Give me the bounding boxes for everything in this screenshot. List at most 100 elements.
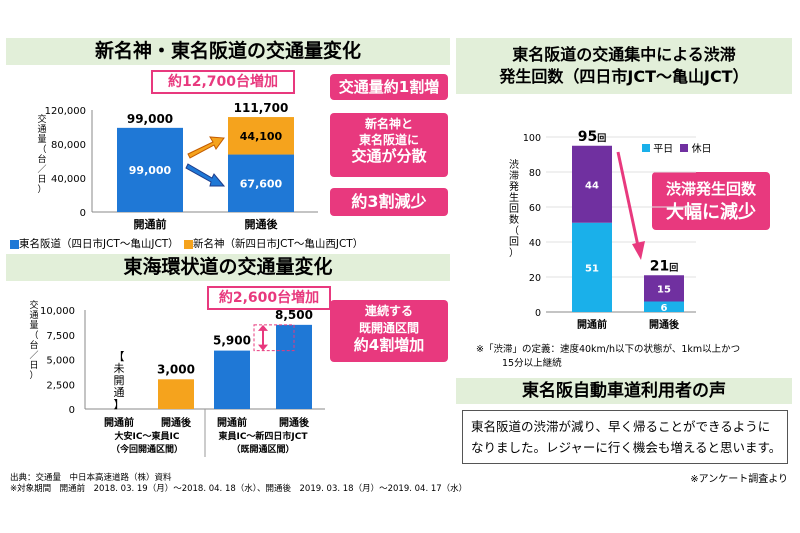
chart2-value-label: 8,500 <box>275 308 313 322</box>
chart2-ylabel-char-1: 通 <box>29 310 38 321</box>
chart2-ytick-label: 5,000 <box>46 356 75 367</box>
panel3-title: 東名阪道の交通集中による渋滞 発生回数（四日市JCT〜亀山JCT） <box>456 38 792 94</box>
chart2-ylabel-char-4: 台 <box>29 339 38 351</box>
panel3-note-line2: 15分以上継続 <box>502 358 562 369</box>
chart2-bar <box>276 324 312 409</box>
chart3-decrease-arrowhead <box>632 241 645 260</box>
chart2-difference-box <box>253 324 295 352</box>
chart2-unopened-char-0: 【 <box>114 350 125 363</box>
panel2-callout: 連続する 既開通区間 約4割増加 <box>330 300 448 362</box>
legend-swatch-weekday <box>642 144 650 152</box>
chart3-bar <box>644 275 684 302</box>
chart3-category-label: 開通前 <box>577 318 607 331</box>
panel1-callout-mid-line2: 東名阪道に <box>358 133 419 147</box>
chart2-ylabel-char-5: ／ <box>29 350 38 361</box>
chart1-total-label: 111,700 <box>234 101 289 115</box>
chart3-category-label: 開通後 <box>649 318 680 331</box>
chart1-ylabel-char-0: 交 <box>37 113 46 125</box>
chart1-arrow-blue <box>185 163 226 187</box>
chart3-ytick-label: 0 <box>535 308 541 319</box>
chart1-bar <box>117 127 183 212</box>
chart2-ylabel-char-3: （ <box>29 330 38 341</box>
chart2-group2-line2: （既開通区間） <box>231 443 294 455</box>
chart3-ylabel-char-8: ） <box>509 247 519 259</box>
chart2-category-label: 開通後 <box>161 416 192 429</box>
chart1-bar <box>228 117 294 155</box>
panel1-callout-top: 交通量約1割増 <box>330 74 448 100</box>
chart2-unopened-char-2: 開 <box>114 374 125 387</box>
chart3-ylabel-char-7: 回 <box>509 236 519 248</box>
panel3-callout-line1: 渋滞発生回数 <box>665 180 756 198</box>
chart1-ylabel-char-2: 量 <box>37 134 46 145</box>
panel2-callout-line3: 約4割増加 <box>353 336 425 354</box>
chart3-total-unit: 回 <box>669 262 678 273</box>
chart3-ylabel-char-3: 生 <box>509 191 519 204</box>
chart3-total-label: 21回 <box>650 258 679 274</box>
chart3-total-unit: 回 <box>597 133 606 144</box>
chart1-ylabel-char-7: ） <box>37 184 46 195</box>
panel4-quote-line1: 東名阪道の渋滞が減り、早く帰ることができるように <box>471 419 771 434</box>
chart3-bar <box>644 301 684 312</box>
chart2-group1-line2: （今回開通区間） <box>111 443 183 455</box>
footer-period: ※対象期間 開通前 2018. 03. 19（月）〜2018. 04. 18（水… <box>10 484 468 494</box>
panel2-title: 東海環状道の交通量変化 <box>6 254 450 281</box>
chart2-ylabel-char-0: 交 <box>29 300 38 311</box>
chart2-group2-line1: 東員IC〜新四日市JCT <box>218 430 308 442</box>
chart3-bar <box>572 222 612 312</box>
chart3-ylabel-char-6: （ <box>509 225 519 237</box>
panel2-callout-line1: 連続する <box>364 304 413 318</box>
chart1-ylabel-char-4: 台 <box>37 153 46 165</box>
chart3-decrease-arrow <box>616 151 640 247</box>
panel1-legend: 東名阪道（四日市JCT〜亀山JCT） 新名神（新四日市JCT〜亀山西JCT） <box>10 236 450 251</box>
chart2-value-label: 3,000 <box>157 362 195 376</box>
panel2-callout-line2: 既開通区間 <box>358 321 419 335</box>
panel4-quote-line2: なりました。レジャーに行く機会も増えると思います。 <box>471 440 782 455</box>
chart1-value-label: 67,600 <box>240 177 283 190</box>
chart2-unopened-char-1: 未 <box>114 362 125 375</box>
chart1-ylabel-char-5: ／ <box>37 164 46 175</box>
chart3-ytick-label: 60 <box>529 203 541 214</box>
panel3-title-line1: 東名阪道の交通集中による渋滞 <box>512 45 736 64</box>
chart1-ylabel-char-6: 日 <box>37 174 46 185</box>
chart1-category-label: 開通前 <box>134 217 167 231</box>
panel4-survey-note: ※アンケート調査より <box>690 474 788 485</box>
chart2-ytick-label: 0 <box>69 405 75 416</box>
chart3-ylabel-char-0: 渋 <box>509 158 519 171</box>
panel3-note: ※「渋滞」の定義：速度40km/h以下の状態が、1km以上かつ 15分以上継続 <box>476 343 740 371</box>
panel4-title: 東名阪自動車道利用者の声 <box>456 378 792 404</box>
chart3-ytick-label: 40 <box>529 238 541 249</box>
chart1-ytick-label: 0 <box>80 208 86 219</box>
chart1-value-label: 99,000 <box>129 164 172 177</box>
legend-swatch-holiday <box>680 144 689 152</box>
chart2-group1-line1: 大安IC〜東員IC <box>115 430 180 442</box>
chart3-value-label: 51 <box>585 263 599 274</box>
chart2-ylabel-char-7: ） <box>29 370 38 381</box>
chart3-ylabel-char-2: 発 <box>509 180 519 193</box>
chart2-ytick-label: 7,500 <box>46 331 75 342</box>
chart2-difference-arrowhead-down <box>258 344 268 351</box>
chart1-ytick-label: 40,000 <box>51 174 86 185</box>
chart2-unopened-char-4: 】 <box>114 398 125 411</box>
chart2-bar <box>158 379 194 409</box>
chart3-ytick-label: 80 <box>529 168 541 179</box>
panel3-legend: 平日 休日 <box>642 140 712 155</box>
chart3-value-label: 6 <box>661 303 668 314</box>
chart3-ylabel-char-4: 回 <box>509 203 519 215</box>
chart3-total-label: 95回 <box>578 129 607 145</box>
panel1-callout-mid-line3: 交通が分散 <box>351 147 427 165</box>
chart2-svg: 02,5005,0007,50010,000交通量（台／日）開通前3,000開通… <box>29 300 325 457</box>
panel3-note-line1: ※「渋滞」の定義：速度40km/h以下の状態が、1km以上かつ <box>476 344 741 355</box>
legend-label-orange: 新名神（新四日市JCT〜亀山西JCT） <box>193 238 364 250</box>
chart3-ylabel-char-1: 滞 <box>509 170 519 182</box>
panel1-title: 新名神・東名阪道の交通量変化 <box>6 38 450 65</box>
chart3-ytick-label: 20 <box>529 273 541 284</box>
chart2-category-label: 開通後 <box>279 416 310 429</box>
chart3-total-value: 95 <box>578 129 597 145</box>
legend-label-weekday: 平日 <box>653 144 674 155</box>
chart1-ylabel-char-3: （ <box>37 144 46 155</box>
chart2-category-label: 開通前 <box>217 416 247 429</box>
chart1-bar <box>228 154 294 212</box>
